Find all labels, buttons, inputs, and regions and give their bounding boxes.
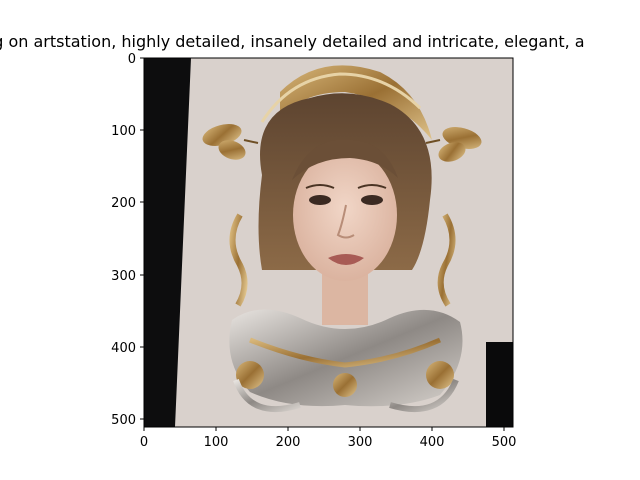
x-tick-label: 400: [420, 435, 445, 450]
x-tick-label: 0: [140, 435, 148, 450]
right-eye: [361, 195, 383, 205]
y-tick-label: 500: [111, 413, 136, 428]
x-tick-label: 500: [492, 435, 517, 450]
x-tick-label: 200: [276, 435, 301, 450]
y-tick-label: 200: [111, 196, 136, 211]
x-tick-label: 100: [204, 435, 229, 450]
left-eye: [309, 195, 331, 205]
y-tick-label: 400: [111, 341, 136, 356]
y-tick-label: 100: [111, 124, 136, 139]
portrait-image: [144, 58, 513, 427]
y-tick-label: 300: [111, 269, 136, 284]
x-axis: 0 100 200 300 400 500: [140, 427, 517, 450]
x-tick-label: 300: [348, 435, 373, 450]
y-tick-label: 0: [128, 52, 136, 67]
y-axis: 0 100 200 300 400 500: [111, 52, 144, 428]
